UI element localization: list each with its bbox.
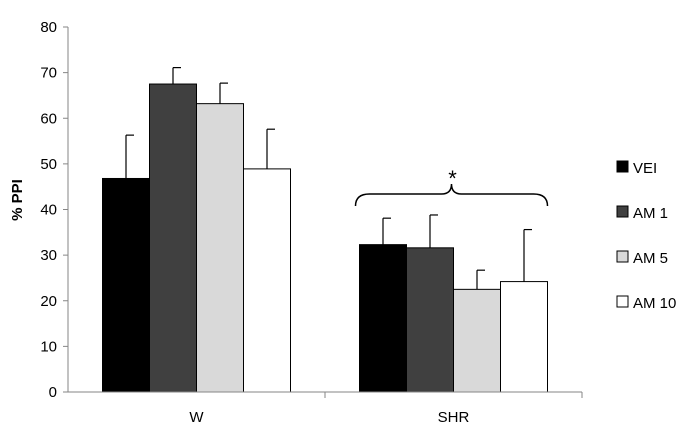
legend-label: AM 10: [633, 295, 676, 312]
y-tick-label: 0: [49, 384, 57, 401]
significance-annotation: *: [354, 166, 549, 207]
y-axis-ticks: 0 10 20 30 40 50 60 70 80: [40, 19, 68, 401]
y-tick-label: 70: [40, 65, 57, 82]
bar-am-5: [453, 288, 501, 393]
bar-am-10: [243, 168, 291, 393]
x-tick-label: W: [189, 409, 204, 426]
legend-swatch: [616, 205, 629, 218]
legend-label: VEI: [633, 160, 657, 177]
legend-swatch: [616, 160, 629, 173]
y-tick-label: 60: [40, 110, 57, 127]
y-axis-label: % PPI: [9, 179, 26, 221]
x-tick-label: SHR: [438, 409, 470, 426]
legend-swatch: [616, 250, 629, 263]
bar-am-1: [149, 83, 197, 393]
bars: [102, 83, 548, 393]
legend-label: AM 5: [633, 250, 668, 267]
significance-brace: [354, 183, 549, 207]
significance-star: *: [448, 166, 457, 191]
y-tick-label: 80: [40, 19, 57, 36]
legend-label: AM 1: [633, 205, 668, 222]
y-tick-label: 30: [40, 247, 57, 264]
error-bars: [125, 67, 532, 290]
x-tick-labels: W SHR: [189, 392, 583, 426]
bar-am-1: [406, 247, 454, 393]
y-tick-label: 20: [40, 293, 57, 310]
y-tick-label: 40: [40, 202, 57, 219]
legend-swatch: [616, 295, 629, 308]
bar-am-5: [196, 103, 244, 393]
y-tick-label: 10: [40, 338, 57, 355]
bar-vei: [359, 244, 407, 393]
bar-am-10: [500, 281, 548, 393]
legend: VEI AM 1 AM 5 AM 10: [616, 160, 676, 312]
y-tick-label: 50: [40, 156, 57, 173]
bar-vei: [102, 177, 150, 393]
